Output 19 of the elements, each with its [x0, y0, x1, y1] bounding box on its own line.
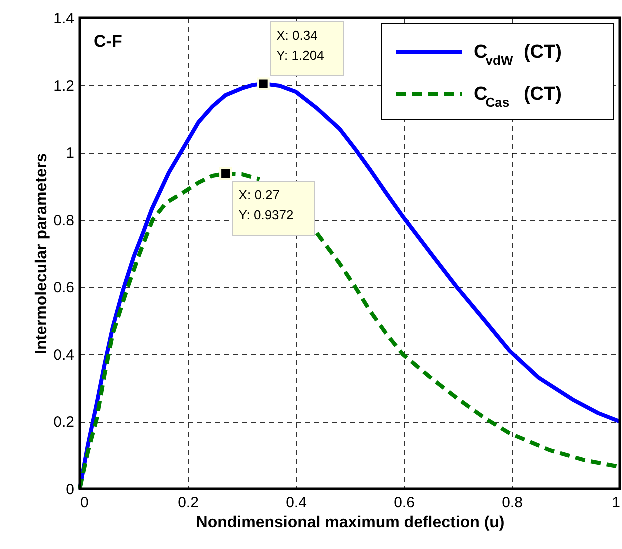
y-tick-label: 0.4 — [54, 346, 74, 364]
annotation: X: 0.34 Y: 1.204 — [276, 28, 324, 63]
y-tick-label: 0 — [66, 482, 74, 498]
y-tick-label: 1 — [66, 145, 74, 162]
x-tick-label: 0.8 — [502, 494, 523, 512]
y-tick-label: 1.2 — [54, 78, 74, 95]
annotation: C-F — [94, 32, 122, 51]
y-tick-label: 0.8 — [54, 212, 74, 230]
y-tick-label: 0.6 — [54, 280, 74, 297]
x-tick-label: 0 — [80, 494, 89, 512]
x-tick-label: 0.6 — [394, 494, 415, 512]
x-tick-label: 1 — [612, 494, 620, 512]
y-tick-label: 0.2 — [54, 414, 74, 432]
annotation: X: 0.27 Y: 0.9372 — [238, 188, 294, 223]
y-axis-title: Intermolecular parameters — [34, 153, 51, 354]
x-tick-label: 0.4 — [286, 494, 307, 512]
x-tick-label: 0.2 — [178, 494, 199, 512]
y-tick-label: 1.4 — [54, 10, 74, 28]
x-axis-title: Nondimensional maximum deflection (u) — [196, 514, 505, 532]
